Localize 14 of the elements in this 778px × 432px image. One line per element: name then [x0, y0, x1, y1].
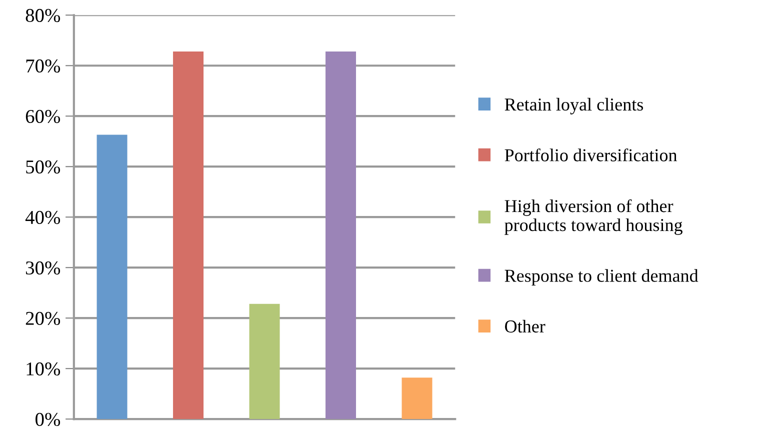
legend-label: Retain loyal clients — [504, 98, 644, 114]
y-tick-label: 30% — [26, 261, 60, 275]
y-tick-label: 70% — [26, 59, 60, 73]
y-tick-label: 60% — [26, 110, 60, 124]
y-tick-label: 0% — [36, 412, 60, 426]
y-tick-label: 40% — [25, 210, 60, 224]
y-tick-label: 10% — [26, 362, 60, 376]
y-tick-label: 80% — [26, 8, 60, 22]
legend-label: Portfolio diversification — [504, 148, 678, 162]
legend-label: High diversion of other products toward housing — [504, 199, 682, 235]
y-tick-label: 50% — [26, 160, 60, 174]
y-tick-label: 20% — [26, 312, 60, 326]
legend-label: Response to client demand — [504, 269, 698, 286]
legend-label: Other — [505, 320, 546, 333]
